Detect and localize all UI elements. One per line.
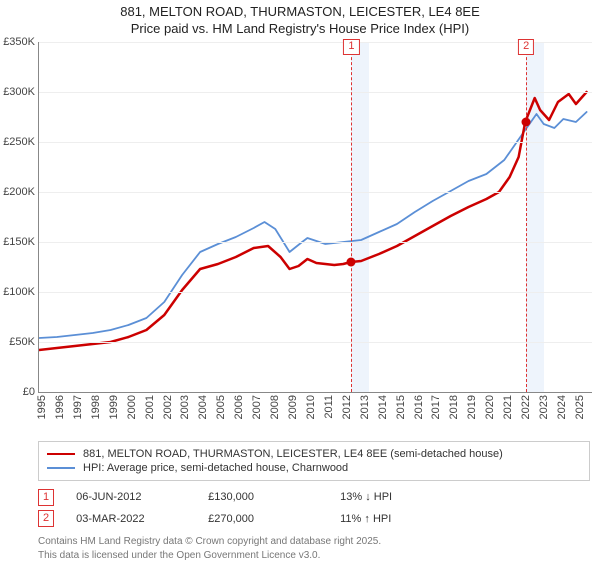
x-axis-label: 2025 <box>574 395 586 419</box>
y-axis-label: £150K <box>1 236 35 248</box>
sales-row: 1 06-JUN-2012 £130,000 13% ↓ HPI <box>38 487 590 508</box>
x-axis-label: 2016 <box>413 395 425 419</box>
gridline <box>39 242 592 243</box>
sales-row: 2 03-MAR-2022 £270,000 11% ↑ HPI <box>38 508 590 529</box>
attribution-line: This data is licensed under the Open Gov… <box>38 549 590 563</box>
sale-pct-vs-hpi: 11% ↑ HPI <box>340 513 450 525</box>
line-series-svg <box>39 42 592 392</box>
y-axis-label: £250K <box>1 136 35 148</box>
x-axis-label: 2005 <box>215 395 227 419</box>
x-axis-label: 2019 <box>466 395 478 419</box>
gridline <box>39 342 592 343</box>
x-axis-label: 2010 <box>305 395 317 419</box>
x-axis-label: 2017 <box>430 395 442 419</box>
x-axis-label: 2015 <box>395 395 407 419</box>
legend-swatch <box>47 467 75 469</box>
title-address: 881, MELTON ROAD, THURMASTON, LEICESTER,… <box>0 4 600 21</box>
sale-price: £130,000 <box>208 491 318 503</box>
x-axis-label: 1996 <box>54 395 66 419</box>
gridline <box>39 142 592 143</box>
price-chart: 881, MELTON ROAD, THURMASTON, LEICESTER,… <box>0 0 600 562</box>
chart-titles: 881, MELTON ROAD, THURMASTON, LEICESTER,… <box>0 0 600 40</box>
y-axis-label: £200K <box>1 186 35 198</box>
y-axis-label: £300K <box>1 86 35 98</box>
x-axis-label: 2000 <box>126 395 138 419</box>
y-axis-label: £100K <box>1 286 35 298</box>
x-axis-label: 2013 <box>359 395 371 419</box>
y-axis-label: £0 <box>1 386 35 398</box>
legend-row: HPI: Average price, semi-detached house,… <box>47 461 581 475</box>
attribution: Contains HM Land Registry data © Crown c… <box>38 535 590 562</box>
x-axis-label: 2008 <box>269 395 281 419</box>
gridline <box>39 192 592 193</box>
sale-date: 03-MAR-2022 <box>76 513 186 525</box>
arrow-down-icon: ↓ <box>365 491 371 503</box>
x-axis-label: 2009 <box>287 395 299 419</box>
x-axis-label: 2004 <box>197 395 209 419</box>
gridline <box>39 292 592 293</box>
arrow-up-icon: ↑ <box>364 513 370 525</box>
x-axis-label: 2012 <box>341 395 353 419</box>
x-axis-label: 2007 <box>251 395 263 419</box>
x-axis-label: 1995 <box>36 395 48 419</box>
x-axis-label: 2018 <box>448 395 460 419</box>
y-axis-label: £50K <box>1 336 35 348</box>
sale-marker <box>522 117 531 126</box>
x-axis-label: 1998 <box>90 395 102 419</box>
gridline <box>39 92 592 93</box>
sales-table: 1 06-JUN-2012 £130,000 13% ↓ HPI 2 03-MAR-202… <box>38 487 590 530</box>
x-axis-label: 2022 <box>520 395 532 419</box>
sale-marker <box>347 257 356 266</box>
legend-swatch <box>47 453 75 455</box>
gridline <box>39 42 592 43</box>
plot-area: £0£50K£100K£150K£200K£250K£300K£350K12 <box>38 42 592 393</box>
x-axis-label: 2011 <box>323 395 335 419</box>
reference-tag: 2 <box>518 39 534 55</box>
x-axis-label: 2024 <box>556 395 568 419</box>
x-axis-label: 2002 <box>162 395 174 419</box>
reference-line <box>351 42 352 392</box>
legend-label: HPI: Average price, semi-detached house,… <box>83 462 348 474</box>
x-axis-label: 1997 <box>72 395 84 419</box>
x-axis-label: 2003 <box>179 395 191 419</box>
series-line <box>39 92 587 350</box>
x-axis-label: 1999 <box>108 395 120 419</box>
reference-line <box>526 42 527 392</box>
x-axis-label: 2014 <box>377 395 389 419</box>
sale-tag: 1 <box>38 489 54 506</box>
title-subtitle: Price paid vs. HM Land Registry's House … <box>0 21 600 38</box>
legend-row: 881, MELTON ROAD, THURMASTON, LEICESTER,… <box>47 447 581 461</box>
sale-pct-vs-hpi: 13% ↓ HPI <box>340 491 450 503</box>
series-line <box>39 112 587 338</box>
sale-date: 06-JUN-2012 <box>76 491 186 503</box>
x-axis-labels: 1995 1996 1997 1998 1999 2000 2001 2002 2003 2004… <box>38 395 592 435</box>
x-axis-label: 2020 <box>484 395 496 419</box>
legend: 881, MELTON ROAD, THURMASTON, LEICESTER,… <box>38 441 590 481</box>
x-axis-label: 2006 <box>233 395 245 419</box>
legend-label: 881, MELTON ROAD, THURMASTON, LEICESTER,… <box>83 448 503 460</box>
sale-price: £270,000 <box>208 513 318 525</box>
y-axis-label: £350K <box>1 36 35 48</box>
reference-tag: 1 <box>343 39 359 55</box>
attribution-line: Contains HM Land Registry data © Crown c… <box>38 535 590 549</box>
x-axis-label: 2001 <box>144 395 156 419</box>
x-axis-label: 2021 <box>502 395 514 419</box>
x-axis-label: 2023 <box>538 395 550 419</box>
sale-tag: 2 <box>38 510 54 527</box>
